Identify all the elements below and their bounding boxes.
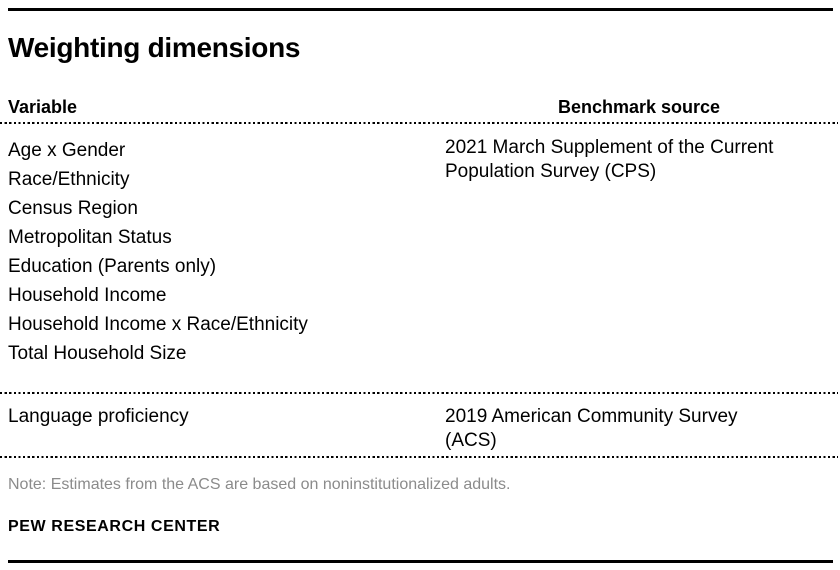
benchmark-cell-cps: 2021 March Supplement of the Current Pop… [445,136,833,368]
variable-item: Household Income x Race/Ethnicity [8,314,308,336]
variable-item: Language proficiency [8,406,189,428]
bottom-rule [8,560,833,563]
table-row-cps: Age x Gender Race/Ethnicity Census Regio… [0,124,840,392]
column-header-benchmark-source: Benchmark source [557,97,721,118]
benchmark-source-text: 2019 American Community Survey (ACS) [445,406,738,452]
pew-research-center-label: PEW RESEARCH CENTER [8,518,221,536]
page-title: Weighting dimensions [8,32,301,63]
benchmark-cell-acs: 2019 American Community Survey (ACS) [445,405,833,453]
variable-item: Age x Gender [8,140,126,162]
variable-cell-acs: Language proficiency [8,405,445,453]
variable-item: Total Household Size [8,343,187,365]
table-row-acs: Language proficiency 2019 American Commu… [0,394,840,456]
column-header-variable: Variable [8,97,78,118]
variable-item: Census Region [8,198,138,220]
table-header-row: Variable Benchmark source [0,98,840,122]
variable-item: Metropolitan Status [8,227,172,249]
row-divider [0,392,838,395]
variable-cell-cps: Age x Gender Race/Ethnicity Census Regio… [8,136,445,368]
variable-item: Education (Parents only) [8,256,217,278]
weighting-table: Variable Benchmark source Age x Gender R… [0,98,840,459]
table-bottom-divider [0,456,838,459]
benchmark-source-text: 2021 March Supplement of the Current Pop… [445,137,774,183]
variable-item: Race/Ethnicity [8,169,130,191]
variable-item: Household Income [8,285,167,307]
top-rule [8,8,833,11]
note-text: Note: Estimates from the ACS are based o… [8,476,511,494]
header-divider [0,122,838,125]
